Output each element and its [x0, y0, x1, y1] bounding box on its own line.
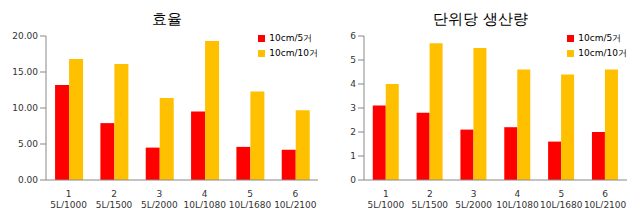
svg-text:20.00: 20.00 — [12, 31, 38, 41]
svg-text:10L/1680: 10L/1680 — [229, 200, 272, 208]
svg-text:4: 4 — [515, 189, 521, 199]
svg-text:10L/2100: 10L/2100 — [584, 200, 627, 208]
svg-text:15.00: 15.00 — [12, 67, 38, 77]
html-text:10cm/10거: 10cm/10거 — [269, 48, 318, 58]
svg-text:6: 6 — [292, 189, 298, 199]
svg-text:5L/1000: 5L/1000 — [368, 200, 405, 208]
svg-text:6: 6 — [602, 189, 608, 199]
svg-text:3: 3 — [156, 189, 162, 199]
html-text:10cm/5거: 10cm/5거 — [578, 33, 622, 43]
svg-text:4: 4 — [350, 79, 356, 89]
svg-text:5L/1500: 5L/1500 — [96, 200, 133, 208]
html-text:단위당 생산량: 단위당 생산량 — [433, 10, 528, 28]
svg-text:10L/2100: 10L/2100 — [274, 200, 317, 208]
svg-text:3: 3 — [350, 103, 356, 113]
html-text:효율: 효율 — [152, 10, 182, 28]
svg-text:4: 4 — [202, 189, 208, 199]
html-text:10cm/10거: 10cm/10거 — [578, 48, 627, 58]
svg-text:5: 5 — [247, 189, 253, 199]
svg-text:5L/2000: 5L/2000 — [455, 200, 492, 208]
svg-text:5L/1000: 5L/1000 — [50, 200, 87, 208]
svg-text:0.00: 0.00 — [18, 175, 38, 185]
svg-text:5L/2000: 5L/2000 — [141, 200, 178, 208]
svg-text:10L/1680: 10L/1680 — [540, 200, 583, 208]
svg-text:5.00: 5.00 — [18, 139, 38, 149]
svg-text:5L/1500: 5L/1500 — [411, 200, 448, 208]
svg-text:5: 5 — [558, 189, 564, 199]
svg-text:10L/1080: 10L/1080 — [496, 200, 539, 208]
svg-text:2: 2 — [111, 189, 117, 199]
html-text:10cm/5거: 10cm/5거 — [269, 33, 313, 43]
svg-text:6: 6 — [350, 31, 356, 41]
svg-text:0: 0 — [350, 175, 356, 185]
svg-text:2: 2 — [350, 127, 356, 137]
svg-text:1: 1 — [350, 151, 356, 161]
svg-text:2: 2 — [427, 189, 433, 199]
svg-text:3: 3 — [471, 189, 477, 199]
svg-text:5: 5 — [350, 55, 356, 65]
svg-text:10.00: 10.00 — [12, 103, 38, 113]
svg-text:1: 1 — [383, 189, 389, 199]
svg-text:1: 1 — [66, 189, 72, 199]
svg-text:10L/1080: 10L/1080 — [183, 200, 226, 208]
